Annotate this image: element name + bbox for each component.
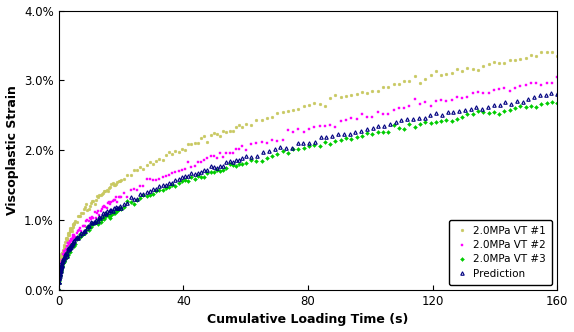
2.0MPa VT #3 <box>56 273 63 277</box>
2.0MPa VT #1 <box>223 129 230 133</box>
Prediction <box>84 224 91 228</box>
2.0MPa VT #3 <box>490 110 497 114</box>
Line: 2.0MPa VT #3: 2.0MPa VT #3 <box>57 100 559 291</box>
Legend: 2.0MPa VT #1, 2.0MPa VT #2, 2.0MPa VT #3, Prediction: 2.0MPa VT #1, 2.0MPa VT #2, 2.0MPa VT #3… <box>449 220 552 285</box>
Prediction <box>484 105 491 109</box>
2.0MPa VT #3 <box>69 241 76 245</box>
2.0MPa VT #2 <box>490 88 497 92</box>
2.0MPa VT #1 <box>554 53 561 57</box>
2.0MPa VT #1 <box>490 60 497 64</box>
2.0MPa VT #1 <box>55 288 62 292</box>
2.0MPa VT #3 <box>156 188 163 192</box>
X-axis label: Cumulative Loading Time (s): Cumulative Loading Time (s) <box>207 313 409 326</box>
2.0MPa VT #2 <box>554 75 561 79</box>
2.0MPa VT #3 <box>554 101 561 105</box>
2.0MPa VT #3 <box>55 288 62 292</box>
Prediction <box>55 288 62 292</box>
2.0MPa VT #2 <box>56 272 63 276</box>
2.0MPa VT #3 <box>549 100 556 104</box>
Line: 2.0MPa VT #2: 2.0MPa VT #2 <box>57 76 559 291</box>
2.0MPa VT #1 <box>538 50 545 54</box>
2.0MPa VT #1 <box>56 265 63 269</box>
2.0MPa VT #1 <box>406 79 413 83</box>
2.0MPa VT #2 <box>406 105 413 109</box>
2.0MPa VT #2 <box>223 151 230 155</box>
2.0MPa VT #3 <box>223 166 230 170</box>
2.0MPa VT #2 <box>55 288 62 292</box>
2.0MPa VT #1 <box>156 157 163 161</box>
Prediction <box>172 178 179 182</box>
Prediction <box>554 92 561 96</box>
Prediction <box>548 91 555 95</box>
2.0MPa VT #2 <box>156 177 163 181</box>
Prediction <box>57 266 64 270</box>
Prediction <box>56 271 63 275</box>
Prediction <box>61 257 68 261</box>
Line: Prediction: Prediction <box>57 92 559 292</box>
Y-axis label: Viscoplastic Strain: Viscoplastic Strain <box>6 85 18 215</box>
2.0MPa VT #3 <box>406 122 413 126</box>
2.0MPa VT #2 <box>69 235 76 239</box>
2.0MPa VT #1 <box>69 225 76 229</box>
Line: 2.0MPa VT #1: 2.0MPa VT #1 <box>57 50 559 291</box>
